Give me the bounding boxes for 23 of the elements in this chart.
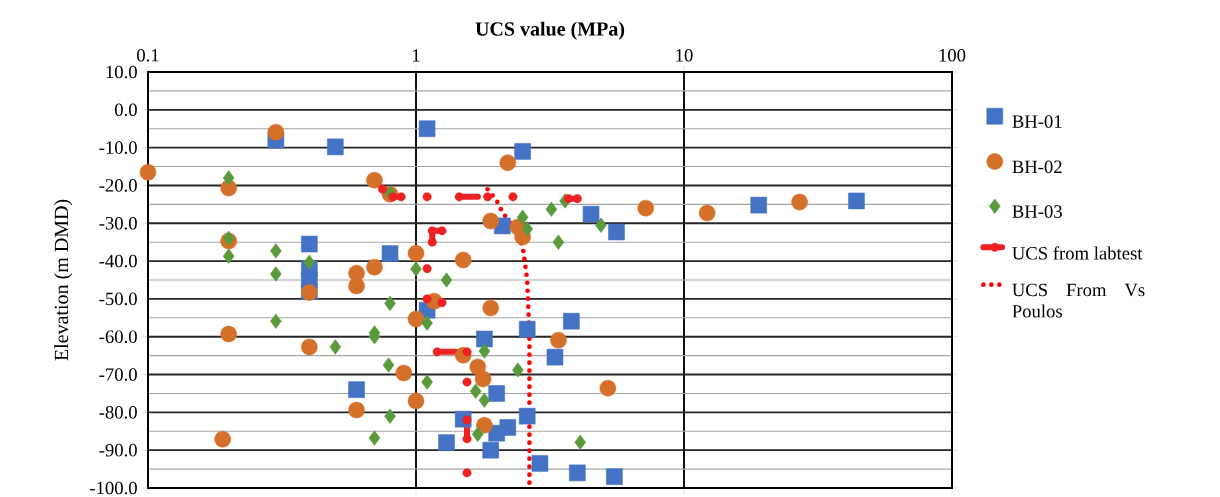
- legend-label: UCS from labtest: [1012, 246, 1143, 260]
- y-tick-label: -100.0: [90, 481, 137, 495]
- legend-label: UCS From Vs Poulos: [1012, 283, 1145, 318]
- legend-label: BH-01: [1012, 115, 1062, 128]
- y-tick-label: 0.0: [114, 103, 137, 117]
- y-axis-title: Elevation (m DMD): [54, 199, 73, 361]
- y-tick-label: -80.0: [99, 406, 137, 419]
- y-tick-label: -10.0: [99, 141, 137, 154]
- x-tick-label: 10: [676, 48, 693, 62]
- y-tick-label: -70.0: [99, 368, 137, 381]
- y-tick-label: 10.0: [106, 65, 137, 79]
- y-tick-label: -30.0: [99, 216, 137, 230]
- legend-label: BH-03: [1012, 205, 1062, 218]
- x-tick-label: 1: [412, 49, 420, 62]
- x-axis-title: UCS value (MPa): [475, 21, 625, 40]
- y-tick-label: -60.0: [99, 330, 137, 344]
- y-tick-label: -50.0: [99, 292, 137, 306]
- y-tick-label: -90.0: [99, 443, 137, 457]
- y-tick-label: -40.0: [99, 254, 137, 268]
- legend-label: BH-02: [1012, 160, 1062, 174]
- x-tick-label: 0.1: [137, 48, 159, 62]
- x-tick-label: 100: [939, 48, 966, 62]
- y-tick-label: -20.0: [99, 179, 137, 192]
